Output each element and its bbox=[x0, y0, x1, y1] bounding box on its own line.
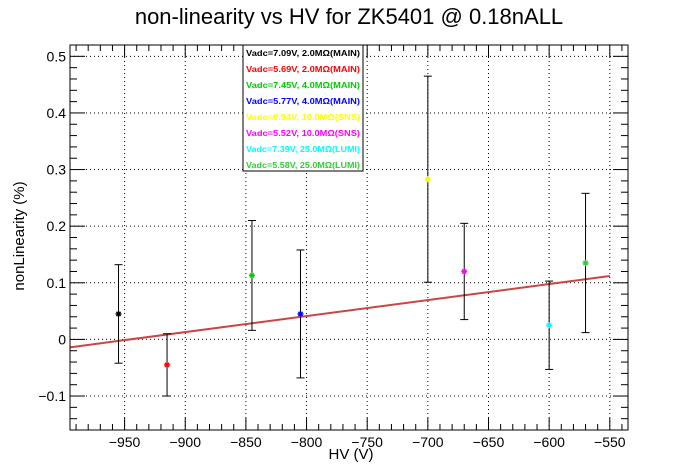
fit-line-segment bbox=[69, 275, 610, 349]
data-points bbox=[114, 75, 590, 397]
axis-ticks bbox=[70, 45, 628, 430]
data-point bbox=[581, 192, 590, 334]
x-tick-label: −600 bbox=[533, 434, 565, 450]
fit-line bbox=[69, 275, 610, 349]
data-point bbox=[545, 280, 554, 370]
x-tick-label: −850 bbox=[230, 434, 262, 450]
legend: Vadc=7.09V, 2.0MΩ(MAIN) Vadc=5.69V, 2.0MΩ… bbox=[242, 44, 364, 172]
x-tick-label: −900 bbox=[169, 434, 201, 450]
legend-entry: Vadc=6.94V, 10.0MΩ(SNS) bbox=[246, 113, 360, 122]
x-tick-label: −950 bbox=[109, 434, 141, 450]
y-tick-label: 0.5 bbox=[47, 48, 67, 64]
legend-entry: Vadc=5.77V, 4.0MΩ(MAIN) bbox=[246, 97, 360, 106]
point-marker bbox=[546, 322, 552, 328]
legend-entry: Vadc=5.52V, 10.0MΩ(SNS) bbox=[246, 129, 360, 138]
x-tick-label: −800 bbox=[291, 434, 323, 450]
x-tick-label: −700 bbox=[412, 434, 444, 450]
y-tick-label: 0.3 bbox=[47, 162, 67, 178]
chart-title: non-linearity vs HV for ZK5401 @ 0.18nAL… bbox=[135, 4, 563, 29]
point-marker bbox=[164, 362, 170, 368]
data-point bbox=[114, 264, 123, 364]
legend-entry: Vadc=5.69V, 2.0MΩ(MAIN) bbox=[246, 65, 360, 74]
legend-entry: Vadc=7.45V, 4.0MΩ(MAIN) bbox=[246, 81, 360, 90]
y-tick-label: 0.1 bbox=[47, 275, 67, 291]
point-marker bbox=[115, 311, 122, 317]
legend-box bbox=[242, 44, 364, 172]
legend-entry: Vadc=7.39V, 25.0MΩ(LUMI) bbox=[246, 145, 360, 154]
x-axis-title: HV (V) bbox=[329, 446, 374, 463]
point-marker bbox=[297, 311, 304, 317]
data-point bbox=[460, 222, 469, 321]
point-marker bbox=[425, 176, 431, 182]
x-tick-label: −750 bbox=[351, 434, 383, 450]
y-axis-title: nonLinearity (%) bbox=[11, 181, 28, 290]
data-point bbox=[423, 75, 432, 283]
point-marker bbox=[461, 268, 467, 275]
y-tick-label: −0.1 bbox=[38, 388, 66, 404]
y-tick-label: 0.4 bbox=[47, 105, 67, 121]
y-tick-label: 0.2 bbox=[47, 218, 67, 234]
legend-entry: Vadc=7.09V, 2.0MΩ(MAIN) bbox=[246, 49, 360, 58]
point-marker bbox=[582, 260, 589, 266]
tick-labels: −950 −900 −850 −800 −750 −700 −650 −600 −550 −0.1… bbox=[38, 48, 625, 450]
x-tick-label: −550 bbox=[594, 434, 626, 450]
point-marker bbox=[249, 272, 255, 279]
data-point bbox=[163, 333, 172, 397]
y-tick-label: 0 bbox=[58, 331, 66, 347]
data-point bbox=[247, 220, 256, 331]
legend-entry: Vadc=5.58V, 25.0MΩ(LUMI) bbox=[246, 161, 360, 170]
x-tick-label: −650 bbox=[473, 434, 505, 450]
data-point bbox=[296, 249, 305, 379]
